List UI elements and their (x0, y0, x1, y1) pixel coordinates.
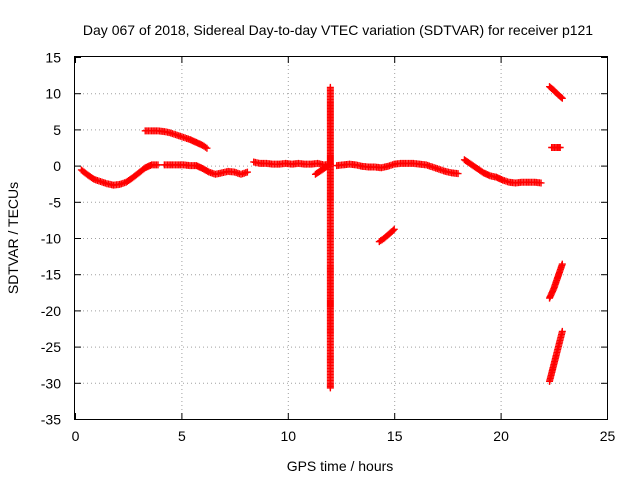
chart-title: Day 067 of 2018, Sidereal Day-to-day VTE… (83, 22, 593, 38)
data-point-fill (535, 179, 543, 187)
y-tick-label: -30 (41, 375, 61, 391)
data-point-fill (126, 176, 134, 184)
y-tick-label: 15 (45, 50, 61, 66)
axis-ticks: 0 5 10 15 20 25 15 10 5 0 -5 -10 -15 -20 -25 -30 -35 (41, 50, 616, 445)
data-point-fill (326, 382, 334, 390)
series-flat-2 (250, 158, 334, 169)
y-tick-label: 5 (53, 122, 61, 138)
data-point-fill (464, 158, 472, 166)
x-tick-label: 25 (600, 428, 616, 444)
data-point-fill (377, 237, 385, 245)
series-high-arc (141, 127, 211, 152)
data-point-fill (557, 93, 565, 101)
series-flat-3 (333, 159, 462, 178)
data-point-fill (504, 178, 512, 186)
y-tick-label: -15 (41, 267, 61, 283)
series-track-14h (375, 225, 398, 246)
data-point-fill (202, 143, 210, 151)
y-axis-label: SDTVAR / TECUs (5, 182, 21, 294)
data-point-fill (421, 161, 429, 169)
data-point-fill (556, 92, 564, 100)
x-tick-label: 20 (493, 428, 509, 444)
x-tick-label: 15 (387, 428, 403, 444)
series-isolated-12h (326, 83, 334, 392)
grid-lines (75, 57, 607, 419)
y-tick-label: -25 (41, 339, 61, 355)
data-point-fill (315, 168, 323, 176)
data-point-fill (427, 163, 435, 171)
data-point-fill (440, 167, 448, 175)
data-point-fill (382, 163, 390, 171)
series-track-22h-mid (546, 260, 566, 302)
y-tick-label: -5 (49, 194, 62, 210)
y-tick-label: 0 (53, 158, 61, 174)
data-point-fill (88, 174, 96, 182)
y-tick-label: -10 (41, 231, 61, 247)
data-point-fill (229, 168, 237, 176)
series-wave-early (77, 161, 162, 189)
data-point-fill (132, 171, 140, 179)
data-point-fill (152, 161, 160, 169)
data-point-fill (558, 329, 566, 337)
data-point-fill (114, 181, 122, 189)
data-point-fill (165, 129, 173, 137)
y-tick-label: -20 (41, 303, 61, 319)
data-point-fill (389, 226, 397, 234)
x-tick-label: 10 (281, 428, 297, 444)
data-point-fill (471, 163, 479, 171)
data-point-fill (95, 177, 103, 185)
data-point-fill (178, 133, 186, 141)
data-point-fill (555, 144, 563, 151)
data-point-fill (558, 261, 566, 269)
data-point-fill (477, 167, 485, 175)
x-axis-label: GPS time / hours (287, 458, 394, 474)
data-point-fill (433, 165, 441, 173)
series-wave-late (460, 156, 545, 187)
data-point-fill (139, 166, 147, 174)
data-point-fill (242, 169, 250, 177)
data-point-fill (81, 169, 89, 177)
data-point-fill (389, 161, 397, 169)
data-point-fill (552, 88, 560, 96)
data-point-fill (200, 142, 208, 150)
x-tick-label: 5 (178, 428, 186, 444)
data-points (77, 83, 566, 392)
data-point-fill (216, 169, 224, 177)
data-point-fill (203, 167, 211, 175)
y-tick-label: 10 (45, 86, 61, 102)
series-flat-1 (160, 161, 251, 178)
data-point-fill (172, 131, 180, 139)
data-point (390, 225, 398, 233)
series-track-22h-flat (548, 144, 564, 151)
series-track-22h-upper (546, 83, 566, 102)
series-track-22h-low (546, 327, 566, 385)
data-point-fill (101, 179, 109, 187)
data-point-fill (452, 169, 460, 177)
y-tick-label: -35 (41, 412, 61, 428)
plot-frame (74, 56, 608, 420)
x-tick-label: 0 (72, 428, 80, 444)
